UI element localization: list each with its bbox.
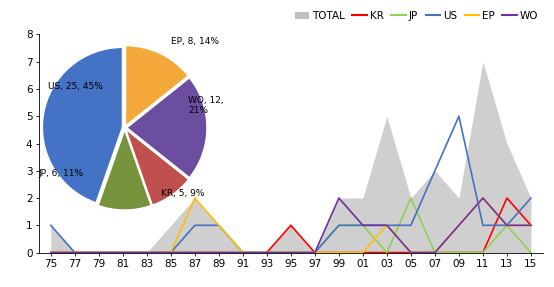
Text: WO, 12,
21%: WO, 12, 21% bbox=[188, 96, 224, 115]
Legend: TOTAL, KR, JP, US, EP, WO: TOTAL, KR, JP, US, EP, WO bbox=[290, 7, 543, 25]
Wedge shape bbox=[126, 46, 188, 125]
Wedge shape bbox=[126, 130, 188, 205]
Wedge shape bbox=[43, 48, 122, 203]
Text: US, 25, 45%: US, 25, 45% bbox=[48, 82, 102, 91]
Text: JP, 6, 11%: JP, 6, 11% bbox=[38, 170, 84, 179]
Wedge shape bbox=[127, 78, 207, 177]
Text: EP, 8, 14%: EP, 8, 14% bbox=[171, 37, 219, 46]
Text: KR, 5, 9%: KR, 5, 9% bbox=[161, 189, 204, 198]
Wedge shape bbox=[98, 130, 151, 210]
